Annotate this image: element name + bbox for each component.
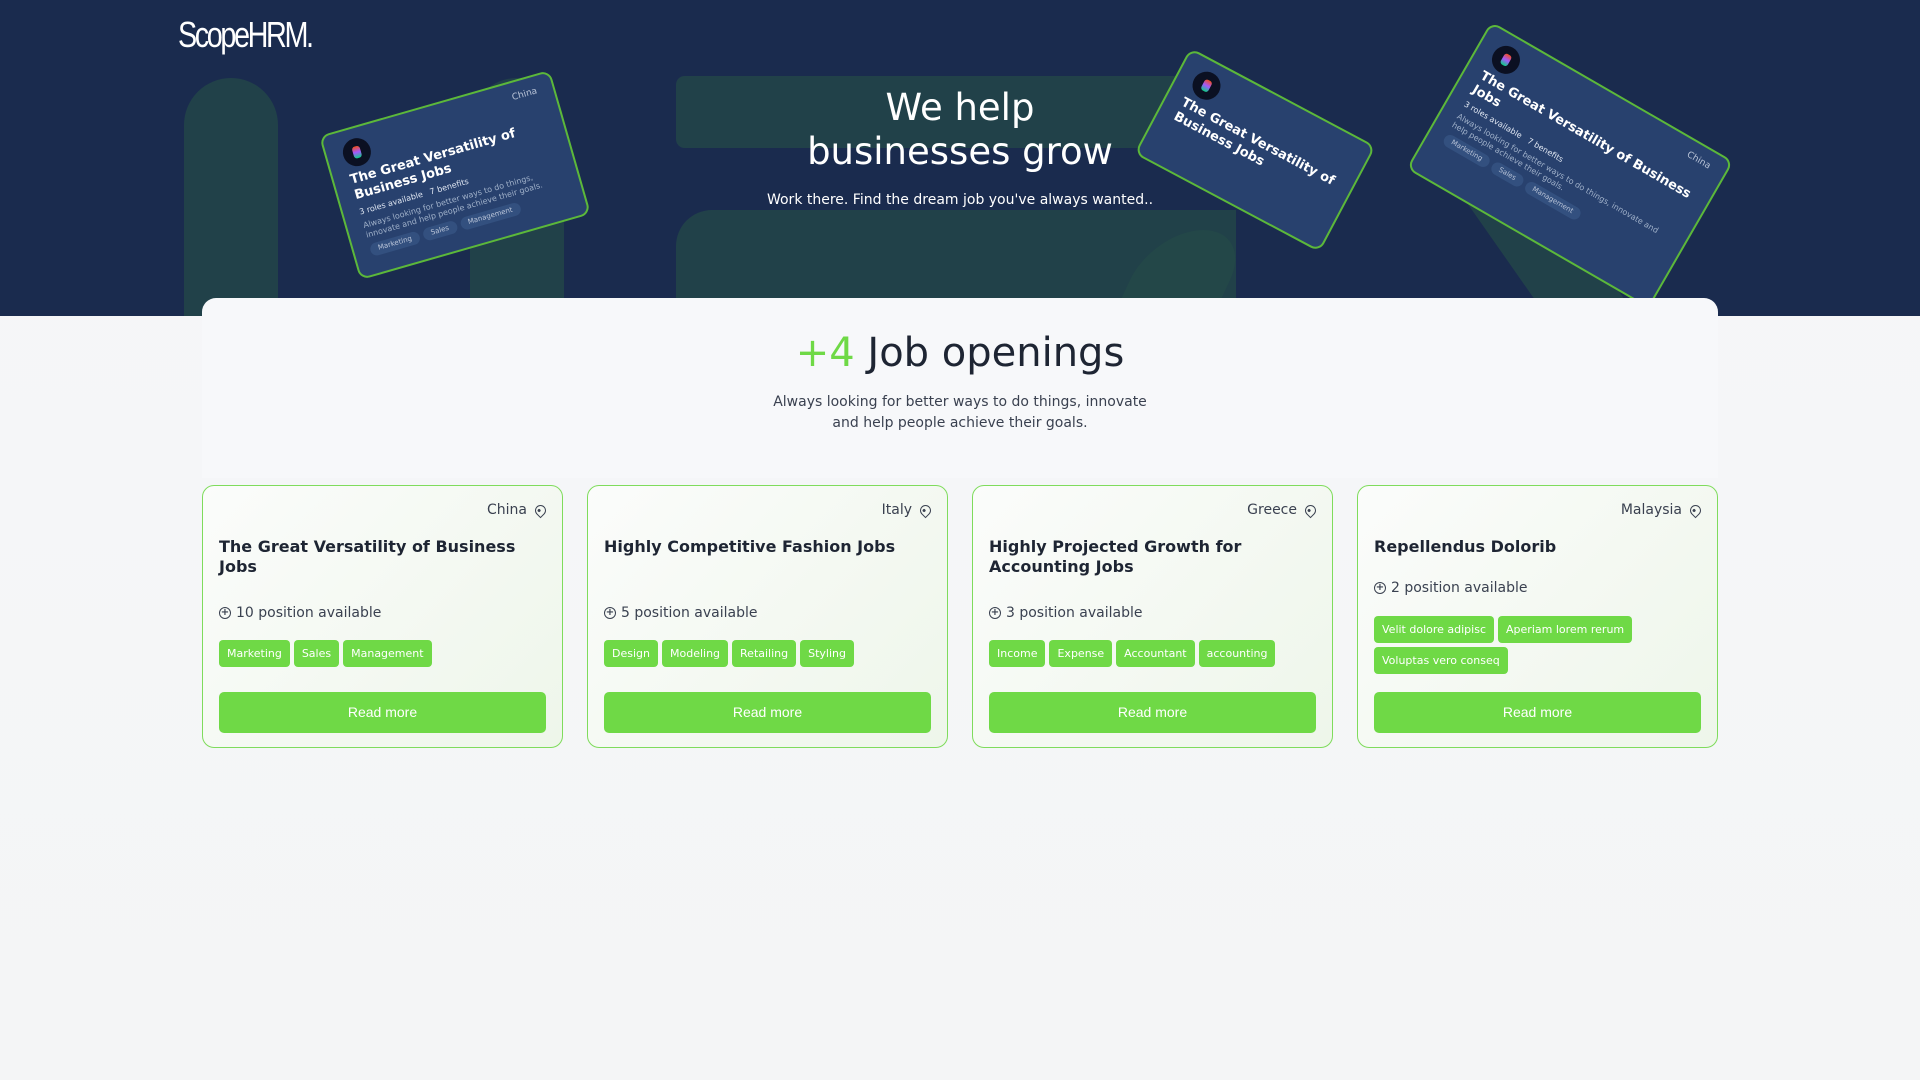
plus-circle-icon: + [989, 607, 1001, 619]
openings-panel [202, 298, 1718, 478]
job-tag: Modeling [661, 640, 729, 667]
job-tag: Aperiam lorem rerum [1498, 616, 1633, 643]
job-card: Italy Highly Competitive Fashion Jobs +5… [587, 485, 948, 748]
job-positions-text: 3 position available [1006, 605, 1143, 621]
job-card: China The Great Versatility of Business … [202, 485, 563, 748]
job-title: Highly Competitive Fashion Jobs [604, 537, 896, 556]
job-tags: Design Modeling Retailing Styling [604, 640, 931, 667]
hero-title-line: We help [885, 86, 1035, 129]
openings-count: +4 [795, 330, 855, 376]
map-pin-icon [532, 502, 549, 518]
job-positions: +5 position available [604, 605, 757, 621]
job-location: Malaysia [1620, 502, 1704, 518]
job-tag: Expense [1049, 640, 1113, 667]
showcase-tag: Sales [421, 219, 459, 242]
job-tag: Income [989, 640, 1046, 667]
job-tag: Voluptas vero conseq [1374, 647, 1508, 674]
job-tags: Marketing Sales Management [219, 640, 546, 667]
job-tag: Accountant [1116, 640, 1195, 667]
openings-heading: +4 Job openings [0, 330, 1920, 376]
job-positions: +10 position available [219, 605, 381, 621]
job-tags: Velit dolore adipisc Aperiam lorem rerum V… [1374, 616, 1701, 674]
job-location-text: Italy [881, 502, 912, 518]
job-tag: Retailing [732, 640, 797, 667]
job-location: China [487, 502, 549, 518]
read-more-button[interactable]: Read more [219, 692, 546, 733]
hero-banner: ScopeHRM. China The Great Versatility of… [0, 0, 1920, 316]
job-tags: Income Expense Accountant accounting [989, 640, 1316, 667]
read-more-button[interactable]: Read more [989, 692, 1316, 733]
job-title: Repellendus Dolorib [1374, 537, 1557, 556]
job-tag: Marketing [219, 640, 290, 667]
plus-circle-icon: + [604, 607, 616, 619]
job-location-text: China [487, 502, 527, 518]
job-positions-text: 2 position available [1391, 580, 1528, 596]
job-tag: Velit dolore adipisc [1374, 616, 1495, 643]
job-tag: accounting [1198, 640, 1276, 667]
decor-shape [184, 78, 278, 316]
job-positions-text: 5 position available [621, 605, 758, 621]
job-tag: Management [343, 640, 432, 667]
openings-subtitle: Always looking for better ways to do thi… [773, 394, 1147, 431]
map-pin-icon [1687, 502, 1704, 518]
job-card: Greece Highly Projected Growth for Accou… [972, 485, 1333, 748]
job-location-text: Malaysia [1620, 502, 1682, 518]
job-title: Highly Projected Growth for Accounting J… [989, 537, 1242, 576]
map-pin-icon [917, 502, 934, 518]
job-location: Italy [881, 502, 934, 518]
job-tag: Sales [293, 640, 340, 667]
plus-circle-icon: + [219, 607, 231, 619]
logo[interactable]: ScopeHRM. [178, 14, 314, 55]
map-pin-icon [1302, 502, 1319, 518]
plus-circle-icon: + [1374, 582, 1386, 594]
job-tag: Design [604, 640, 658, 667]
job-card: Malaysia Repellendus Dolorib +2 position… [1357, 485, 1718, 748]
hero-title-line: businesses grow [807, 130, 1113, 173]
hero-subtitle: Work there. Find the dream job you've al… [766, 192, 1154, 208]
read-more-button[interactable]: Read more [604, 692, 931, 733]
hero-title: We help businesses grow [0, 86, 1920, 174]
job-positions: +3 position available [989, 605, 1142, 621]
job-positions: +2 position available [1374, 580, 1527, 596]
job-location: Greece [1247, 502, 1319, 518]
read-more-button[interactable]: Read more [1374, 692, 1701, 733]
job-title: The Great Versatility of Business Jobs [219, 537, 516, 576]
openings-label: Job openings [867, 330, 1125, 376]
job-tag: Styling [800, 640, 854, 667]
job-location-text: Greece [1247, 502, 1297, 518]
job-positions-text: 10 position available [236, 605, 382, 621]
